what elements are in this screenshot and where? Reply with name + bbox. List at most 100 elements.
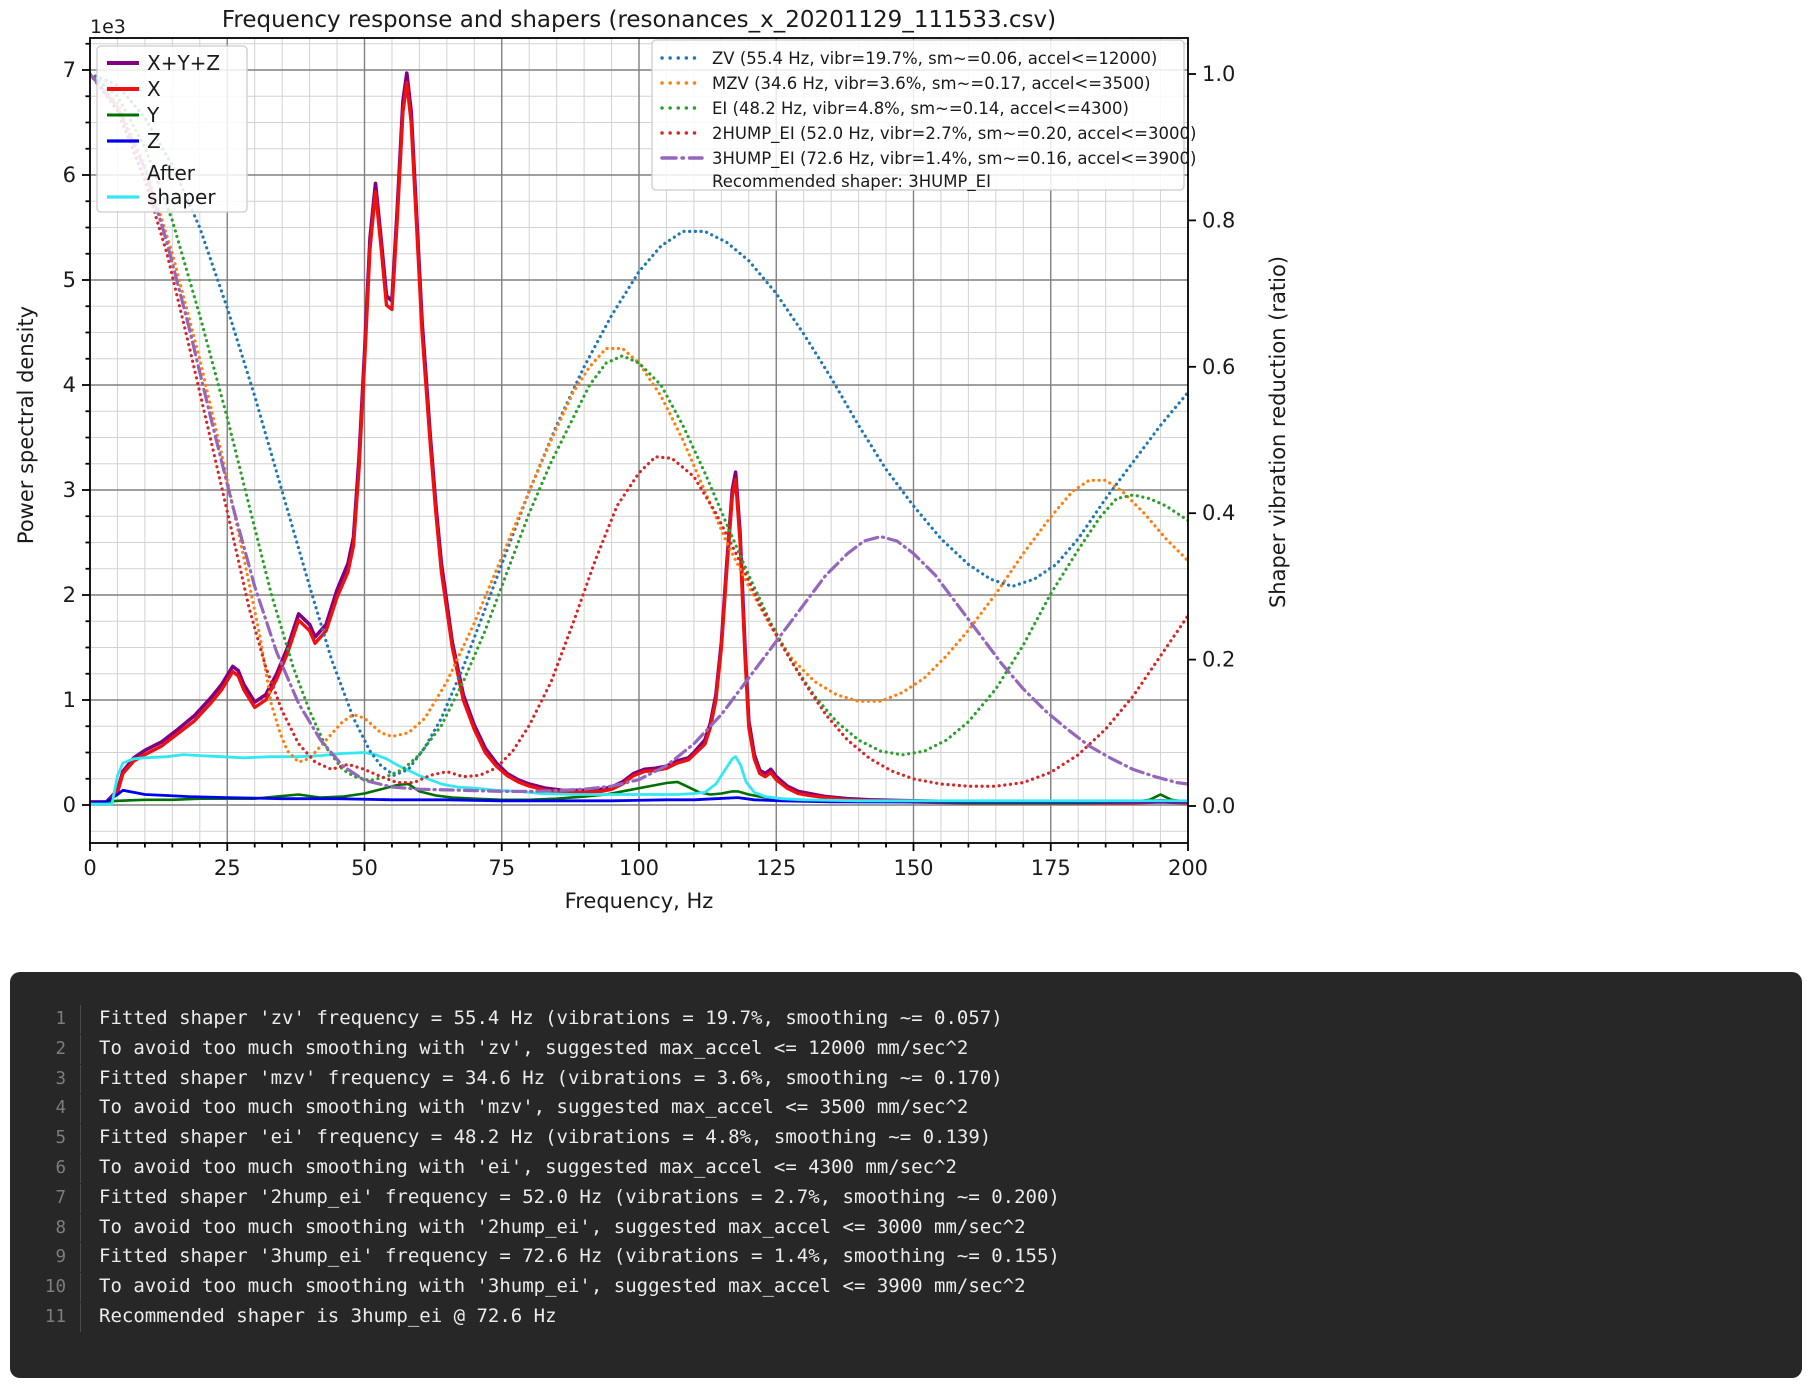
console-line: 9 Fitted shaper '3hump_ei' frequency = 72… <box>10 1242 1778 1273</box>
x-axis-label: Frequency, Hz <box>565 889 714 913</box>
legend-label: Y <box>146 103 160 127</box>
console-line-text: To avoid too much smoothing with '2hump_… <box>99 1215 1026 1238</box>
y-tick-label: 5 <box>63 268 76 292</box>
console-line: 11 Recommended shaper is 3hump_ei @ 72.6 … <box>10 1302 1778 1332</box>
curve-zv <box>90 72 1188 777</box>
console-panel: 1 Fitted shaper 'zv' frequency = 55.4 Hz … <box>10 972 1802 1378</box>
curves <box>90 71 1188 806</box>
curve-3hump_ei <box>90 72 1188 794</box>
x-tick-label: 0 <box>83 856 96 880</box>
shaper-chart: 0 25 50 75 100 125 150 175 200 0 1 2 3 4 5 6 7 0.0 0.2 0.4 0… <box>14 7 1290 913</box>
x-tick-label: 50 <box>351 856 378 880</box>
console-line-text: Recommended shaper is 3hump_ei @ 72.6 Hz <box>99 1304 557 1327</box>
console-line-number: 5 <box>10 1124 81 1153</box>
y2-tick-label: 0.2 <box>1202 648 1235 672</box>
y-tick-label: 1 <box>63 688 76 712</box>
legend-shapers: ZV (55.4 Hz, vibr=19.7%, sm~=0.06, accel… <box>651 39 1196 192</box>
console-line-number: 1 <box>10 1005 81 1034</box>
left-y-axis-label: Power spectral density <box>14 306 38 544</box>
y-tick-label: 4 <box>63 373 76 397</box>
console-line: 3 Fitted shaper 'mzv' frequency = 34.6 Hz… <box>10 1064 1778 1094</box>
y-tick-label: 2 <box>63 583 76 607</box>
legend-shaper-item-3hump_ei: 3HUMP_EI (72.6 Hz, vibr=1.4%, sm~=0.16, … <box>660 149 1196 169</box>
y2-tick-label: 0.4 <box>1202 501 1235 525</box>
y-tick-label: 3 <box>63 478 76 502</box>
x-tick-label: 125 <box>756 856 796 880</box>
legend-psd-item-x: X <box>107 77 161 101</box>
console-line-text: Fitted shaper '2hump_ei' frequency = 52.… <box>99 1185 1060 1208</box>
legend-recommended-note: Recommended shaper: 3HUMP_EI <box>712 172 991 192</box>
console-line: 2 To avoid too much smoothing with 'zv', … <box>10 1034 1778 1064</box>
legend-psd-item-y: Y <box>107 103 160 127</box>
legend-label: X <box>147 77 161 101</box>
x-tick-label: 150 <box>893 856 933 880</box>
x-tick-label: 200 <box>1168 856 1208 880</box>
console-line-number: 7 <box>10 1183 81 1213</box>
x-tick-label: 25 <box>214 856 241 880</box>
console-line-number: 11 <box>10 1302 81 1332</box>
chart-title: Frequency response and shapers (resonanc… <box>222 7 1056 33</box>
y2-tick-label: 0.8 <box>1202 208 1235 232</box>
y2-tick-label: 1.0 <box>1202 62 1235 86</box>
curve-z <box>90 788 1188 805</box>
curve-x <box>90 80 1188 805</box>
y-tick-label: 7 <box>63 58 76 82</box>
curve-ei <box>90 72 1188 783</box>
curve-mzv <box>90 72 1188 764</box>
legend-label: 2HUMP_EI (52.0 Hz, vibr=2.7%, sm~=0.20, … <box>712 124 1196 144</box>
console-line-text: Fitted shaper 'zv' frequency = 55.4 Hz (… <box>99 1007 1003 1029</box>
console-line-number: 8 <box>10 1213 81 1243</box>
y2-tick-label: 0.0 <box>1202 794 1235 818</box>
legend-label: MZV (34.6 Hz, vibr=3.6%, sm~=0.17, accel… <box>712 74 1151 93</box>
console-line: 8 To avoid too much smoothing with '2hump… <box>10 1213 1778 1243</box>
console-line: 10 To avoid too much smoothing with '3hum… <box>10 1272 1778 1302</box>
console-line-text: To avoid too much smoothing with 'mzv', … <box>99 1096 969 1119</box>
legend-label: 3HUMP_EI (72.6 Hz, vibr=1.4%, sm~=0.16, … <box>712 149 1196 169</box>
legend-shapers-box <box>651 39 1185 191</box>
console-line-text: Fitted shaper 'ei' frequency = 48.2 Hz (… <box>99 1126 992 1149</box>
console-line-number: 3 <box>10 1064 81 1094</box>
legend-shaper-item-ei: EI (48.2 Hz, vibr=4.8%, sm~=0.14, accel<… <box>660 99 1129 118</box>
console-line: 7 Fitted shaper '2hump_ei' frequency = 52… <box>10 1183 1778 1213</box>
console-line: 1 Fitted shaper 'zv' frequency = 55.4 Hz … <box>10 1004 1778 1034</box>
console-lines: 1 Fitted shaper 'zv' frequency = 55.4 Hz … <box>10 1004 1778 1332</box>
legend-label: X+Y+Z <box>147 51 220 75</box>
legend-shaper-item-zv: ZV (55.4 Hz, vibr=19.7%, sm~=0.06, accel… <box>660 49 1157 68</box>
console-line-text: To avoid too much smoothing with '3hump_… <box>99 1275 1026 1298</box>
legend-label: shaper <box>147 185 216 209</box>
console-line-number: 4 <box>10 1094 81 1124</box>
axis-ticks <box>82 42 1196 851</box>
console-line-number: 6 <box>10 1153 81 1183</box>
console-line-text: To avoid too much smoothing with 'zv', s… <box>99 1036 969 1059</box>
x-tick-label: 175 <box>1031 856 1071 880</box>
y-tick-label: 0 <box>63 793 76 817</box>
y-axis-offset-label: 1e3 <box>90 16 126 38</box>
console-line-number: 9 <box>10 1243 81 1273</box>
y-tick-label: 6 <box>63 163 76 187</box>
legend-shaper-item-2hump_ei: 2HUMP_EI (52.0 Hz, vibr=2.7%, sm~=0.20, … <box>660 124 1196 144</box>
legend-label: ZV (55.4 Hz, vibr=19.7%, sm~=0.06, accel… <box>712 49 1157 68</box>
legend-shaper-item-mzv: MZV (34.6 Hz, vibr=3.6%, sm~=0.17, accel… <box>660 74 1151 93</box>
tick-labels: 0 25 50 75 100 125 150 175 200 0 1 2 3 4 5 6 7 0.0 0.2 0.4 0… <box>63 58 1236 880</box>
console-line-text: Fitted shaper '3hump_ei' frequency = 72.… <box>99 1245 1060 1268</box>
legend-label: After <box>147 161 196 185</box>
console-line: 4 To avoid too much smoothing with 'mzv',… <box>10 1093 1778 1124</box>
console-line-text: Fitted shaper 'mzv' frequency = 34.6 Hz … <box>99 1066 1003 1089</box>
curve-xyz <box>90 71 1188 804</box>
legend-label: EI (48.2 Hz, vibr=4.8%, sm~=0.14, accel<… <box>712 99 1129 118</box>
right-y-axis-label: Shaper vibration reduction (ratio) <box>1266 256 1290 608</box>
legend-psd-item-z: Z <box>107 129 161 153</box>
console-line-text: To avoid too much smoothing with 'ei', s… <box>99 1155 957 1178</box>
console-line-number: 10 <box>10 1273 81 1302</box>
y2-tick-label: 0.6 <box>1202 355 1235 379</box>
legend-psd-item-xyz: X+Y+Z <box>107 51 220 75</box>
console-line: 5 Fitted shaper 'ei' frequency = 48.2 Hz … <box>10 1123 1778 1153</box>
legend-label: Z <box>147 129 161 153</box>
console-line-number: 2 <box>10 1034 81 1064</box>
curve-after_shaper <box>90 751 1188 806</box>
x-tick-label: 100 <box>619 856 659 880</box>
console-line: 6 To avoid too much smoothing with 'ei', … <box>10 1153 1778 1183</box>
